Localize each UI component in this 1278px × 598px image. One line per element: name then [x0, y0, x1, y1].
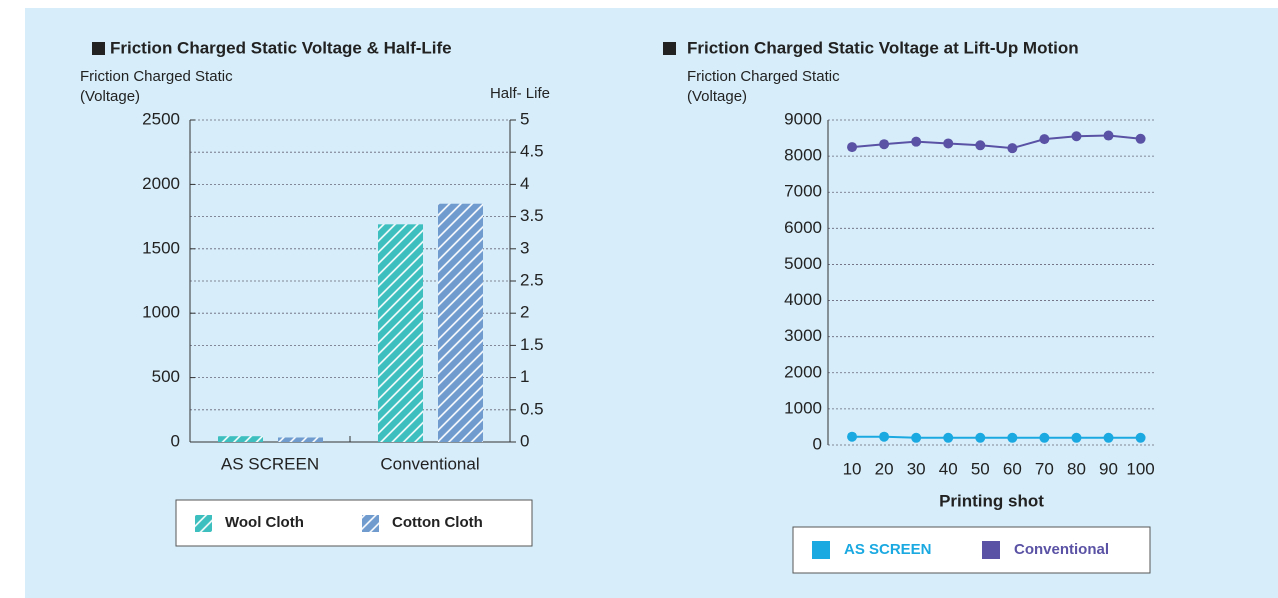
y2-tick-label: 4.5: [520, 142, 544, 161]
y-tick-label: 1000: [142, 303, 180, 322]
legend-swatch: [812, 541, 830, 559]
x-tick-label: 20: [875, 459, 894, 478]
x-tick-label: 80: [1067, 459, 1086, 478]
y2-tick-label: 1.5: [520, 335, 544, 354]
point: [847, 431, 858, 442]
y-tick-label: 8000: [784, 146, 822, 165]
point: [1039, 432, 1050, 443]
point: [1103, 130, 1114, 141]
point: [1103, 432, 1114, 443]
legend-label: Cotton Cloth: [392, 514, 483, 531]
x-tick-label: Conventional: [380, 454, 479, 473]
point: [975, 432, 986, 443]
point: [943, 432, 954, 443]
chart-title: Friction Charged Static Voltage at Lift-…: [687, 38, 1079, 57]
line: [852, 435, 1141, 439]
y2-tick-label: 2: [520, 303, 529, 322]
y-tick-label: 1500: [142, 238, 180, 257]
y-tick-label: 9000: [784, 109, 822, 128]
point: [1135, 133, 1146, 144]
y2-tick-label: 3.5: [520, 206, 544, 225]
legend-box: [792, 526, 1151, 574]
line: [851, 134, 1141, 150]
legend-box: [175, 499, 533, 547]
title-marker: [92, 42, 105, 55]
y-axis-label: Friction Charged Static: [687, 68, 840, 85]
y-tick-label: 5000: [784, 254, 822, 273]
y2-tick-label: 1: [520, 367, 529, 386]
y-tick-label: 6000: [784, 218, 822, 237]
y-tick-label: 0: [171, 431, 180, 450]
y-tick-label: 7000: [784, 182, 822, 201]
point: [1039, 134, 1050, 145]
point: [1071, 131, 1082, 142]
x-tick-label: 90: [1099, 459, 1118, 478]
point: [879, 139, 890, 150]
legend-swatch: [982, 541, 1000, 559]
point: [879, 431, 890, 442]
y2-axis-label: Half- Life: [490, 85, 550, 102]
y-tick-label: 2000: [784, 362, 822, 381]
point: [847, 142, 858, 153]
legend-label: Conventional: [1014, 541, 1109, 558]
x-tick-label: 60: [1003, 459, 1022, 478]
chart-title: Friction Charged Static Voltage & Half-L…: [110, 38, 452, 57]
point: [975, 140, 986, 151]
x-tick-label: 100: [1126, 459, 1154, 478]
bar: [378, 224, 423, 442]
y-axis-label: (Voltage): [687, 88, 747, 105]
y2-tick-label: 4: [520, 174, 529, 193]
bar: [218, 436, 263, 442]
y2-tick-label: 0.5: [520, 399, 544, 418]
x-axis-label: Printing shot: [939, 491, 1044, 510]
point: [1007, 432, 1018, 443]
legend-label: Wool Cloth: [225, 514, 304, 531]
x-tick-label: 10: [843, 459, 862, 478]
x-tick-label: AS SCREEN: [221, 454, 319, 473]
y2-tick-label: 0: [520, 431, 529, 450]
x-tick-label: 40: [939, 459, 958, 478]
y-tick-label: 3000: [784, 326, 822, 345]
y-tick-label: 0: [813, 434, 822, 453]
bar: [438, 203, 483, 442]
point: [1135, 432, 1146, 443]
x-tick-label: 30: [907, 459, 926, 478]
y-axis-label: Friction Charged Static: [80, 68, 233, 85]
point: [911, 136, 922, 147]
y-axis-label: (Voltage): [80, 88, 140, 105]
y-tick-label: 2500: [142, 109, 180, 128]
y2-tick-label: 3: [520, 238, 529, 257]
point: [911, 432, 922, 443]
y2-tick-label: 2.5: [520, 270, 544, 289]
y-tick-label: 2000: [142, 174, 180, 193]
title-marker: [663, 42, 676, 55]
point: [943, 138, 954, 149]
y-tick-label: 500: [152, 367, 180, 386]
bar: [278, 437, 323, 442]
point: [1007, 143, 1018, 154]
y-tick-label: 1000: [784, 398, 822, 417]
y2-tick-label: 5: [520, 109, 529, 128]
point: [1071, 432, 1082, 443]
x-tick-label: 50: [971, 459, 990, 478]
legend-swatch: [362, 515, 379, 532]
x-tick-label: 70: [1035, 459, 1054, 478]
legend-swatch: [195, 515, 212, 532]
y-tick-label: 4000: [784, 290, 822, 309]
legend-label: AS SCREEN: [844, 541, 932, 558]
